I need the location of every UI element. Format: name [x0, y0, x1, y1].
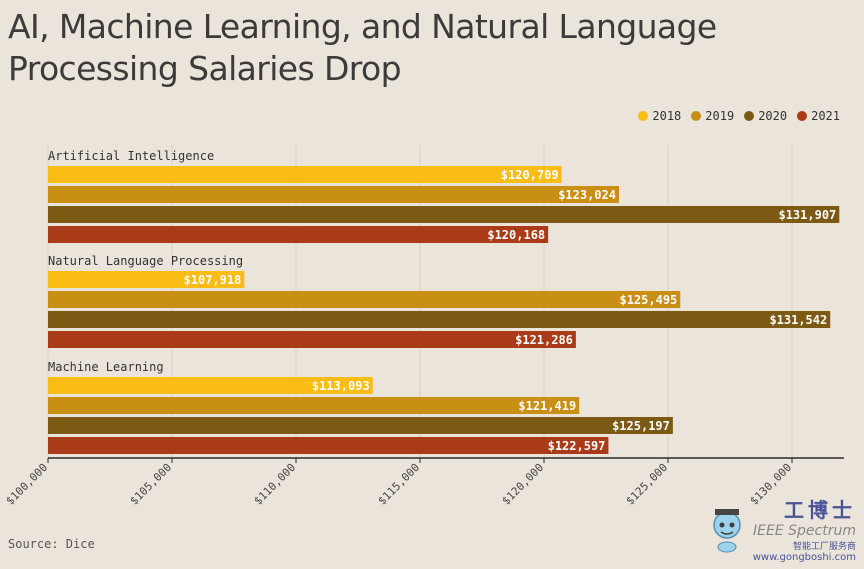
bar: [48, 166, 562, 183]
legend-item-2018: 2018: [638, 109, 681, 123]
watermark-title: 工博士: [784, 498, 856, 522]
bar-value-label: $125,197: [612, 419, 670, 433]
bar-value-label: $123,024: [558, 188, 616, 202]
legend-label-2021: 2021: [811, 109, 840, 123]
bar-value-label: $113,093: [312, 379, 370, 393]
bar-value-label: $125,495: [619, 293, 677, 307]
watermark-url: www.gongboshi.com: [752, 552, 856, 563]
legend: 2018 2019 2020 2021: [638, 109, 840, 123]
bar-value-label: $121,419: [518, 399, 576, 413]
bar-value-label: $122,597: [548, 439, 606, 453]
x-tick-label: $125,000: [623, 461, 670, 508]
bar: [48, 271, 245, 288]
legend-swatch-2019: [691, 111, 702, 121]
chart-title: AI, Machine Learning, and Natural Langua…: [8, 7, 717, 88]
bar-value-label: $120,709: [501, 168, 559, 182]
legend-swatch-2021: [797, 111, 808, 121]
x-tick-label: $105,000: [127, 461, 174, 508]
bar: [48, 331, 576, 348]
x-tick-label: $115,000: [375, 461, 422, 508]
category-label: Artificial Intelligence: [48, 149, 214, 163]
watermark-subtitle: 智能工厂服务商: [792, 542, 856, 552]
bar-value-label: $131,542: [769, 313, 827, 327]
legend-swatch-2018: [638, 111, 649, 121]
bar-value-label: $120,168: [487, 228, 545, 242]
source-note: Source: Dice: [8, 537, 95, 551]
bar-value-label: $131,907: [778, 208, 836, 222]
bar: [48, 186, 619, 203]
bar-value-label: $121,286: [515, 333, 573, 347]
category-label: Machine Learning: [48, 360, 164, 374]
bar: [48, 417, 673, 434]
x-tick-label: $110,000: [251, 461, 298, 508]
legend-label-2019: 2019: [705, 109, 735, 123]
x-tick-label: $120,000: [499, 461, 546, 508]
category-label: Natural Language Processing: [48, 254, 243, 268]
legend-label-2020: 2020: [758, 109, 788, 123]
legend-item-2020: 2020: [744, 109, 787, 123]
bar: [48, 291, 681, 308]
watermark-publisher: IEEE Spectrum: [753, 523, 856, 539]
bar: [48, 311, 831, 328]
legend-swatch-2020: [744, 111, 755, 121]
watermark: 工博士 IEEE Spectrum 智能工厂服务商 www.gongboshi.…: [707, 494, 856, 563]
mascot-icon: [712, 508, 741, 552]
legend-item-2021: 2021: [797, 109, 840, 123]
bar: [48, 206, 840, 223]
bar: [48, 377, 373, 394]
bar: [48, 437, 609, 454]
legend-item-2019: 2019: [691, 109, 734, 123]
legend-label-2018: 2018: [652, 109, 682, 123]
bar: [48, 397, 580, 414]
bar-value-label: $107,918: [184, 273, 242, 287]
bar: [48, 226, 549, 243]
x-tick-label: $100,000: [3, 461, 50, 508]
